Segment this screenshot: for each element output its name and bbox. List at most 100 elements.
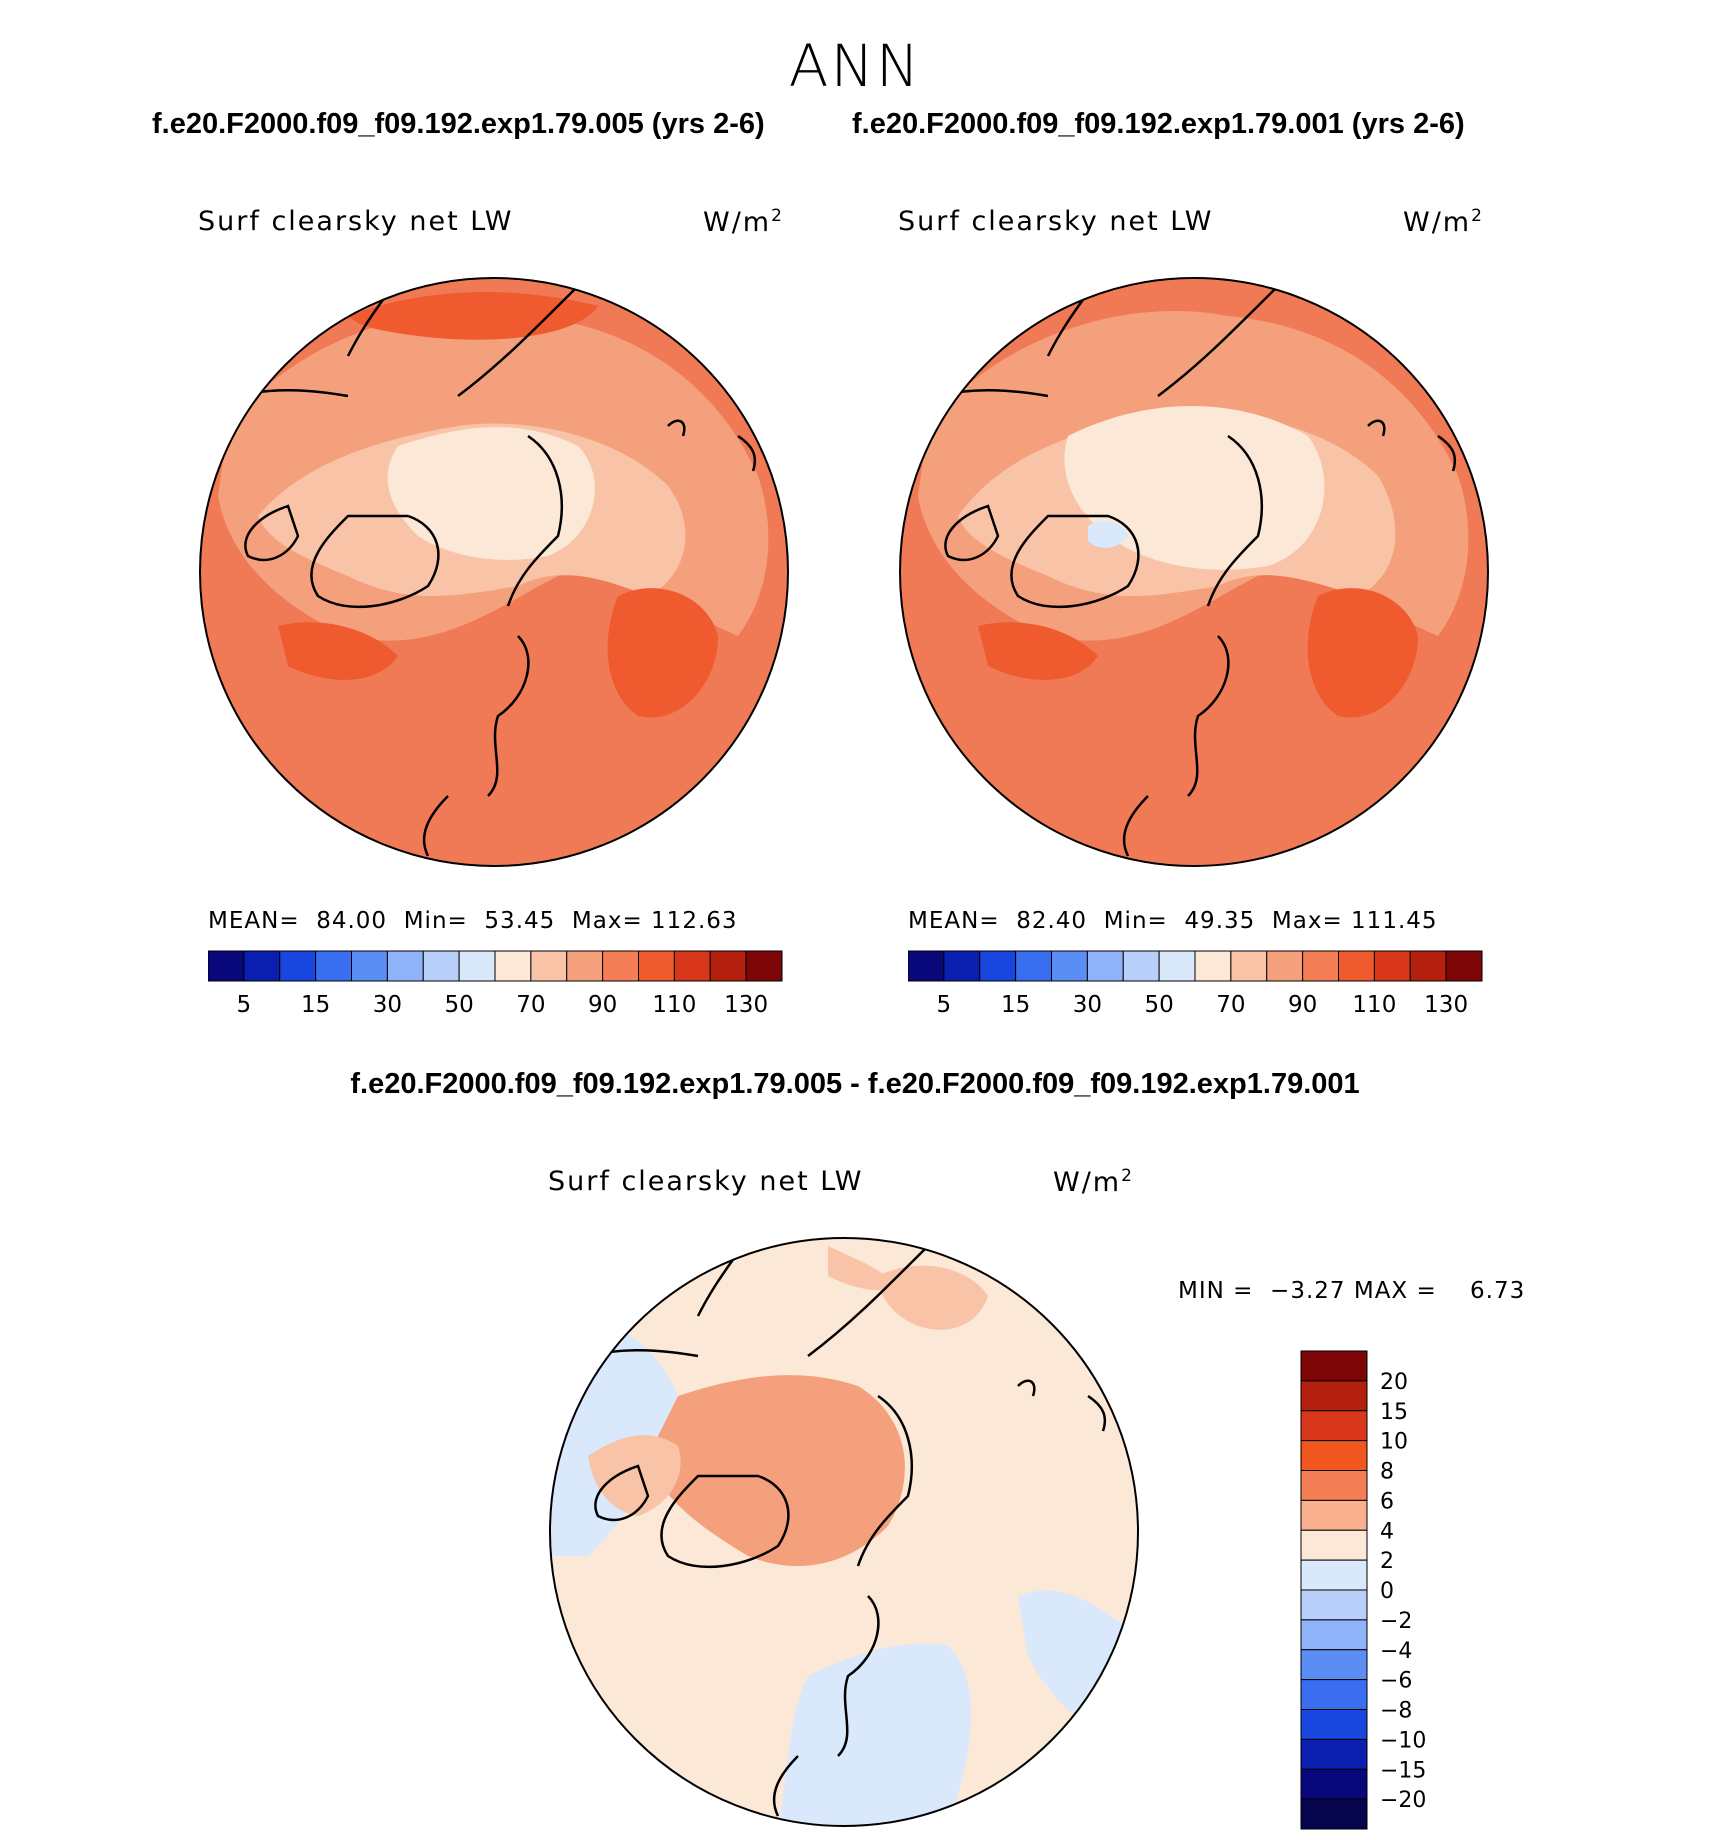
diff-variable: Surf clearsky net LW (548, 1166, 864, 1197)
colorbar-cell (908, 950, 945, 982)
colorbar-tick-label: 70 (516, 992, 545, 1018)
colorbar-cell (1300, 1738, 1368, 1770)
colorbar-cell (1300, 1380, 1368, 1412)
diff-map-border (549, 1237, 1139, 1827)
colorbar-tick-label: 8 (1380, 1460, 1394, 1485)
colorbar-tick-label: 90 (588, 992, 617, 1018)
diff-stats: MIN = −3.27 MAX = 6.73 (1178, 1278, 1526, 1304)
colorbar-cell (1409, 950, 1447, 982)
colorbar-tick-label: 30 (373, 992, 402, 1018)
colorbar-cell (566, 950, 604, 982)
colorbar-tick-label: 130 (1424, 992, 1468, 1018)
colorbar-cell (1266, 950, 1304, 982)
panel1-contour-fill (200, 278, 788, 866)
run-title-left: f.e20.F2000.f09_f09.192.exp1.79.005 (yrs… (152, 108, 765, 140)
colorbar-tick-label: 10 (1380, 1430, 1408, 1455)
colorbar-tick-label: 30 (1073, 992, 1102, 1018)
colorbar-tick-label: −2 (1380, 1609, 1412, 1634)
colorbar-cell (1158, 950, 1196, 982)
colorbar-cell (1086, 950, 1124, 982)
panel1-stats: MEAN= 84.00 Min= 53.45 Max= 112.63 (208, 908, 738, 934)
colorbar-tick-label: −4 (1380, 1639, 1412, 1664)
panel1-map-border (199, 277, 789, 867)
colorbar-cell (943, 950, 981, 982)
colorbar-tick-label: 15 (1380, 1400, 1408, 1425)
colorbar-cell (351, 950, 388, 982)
colorbar-tick-label: 70 (1216, 992, 1245, 1018)
colorbar-cell (1300, 1679, 1368, 1711)
colorbar-cell (494, 950, 532, 982)
colorbar-cell (1300, 1440, 1368, 1472)
colorbar-cell (1015, 950, 1053, 982)
colorbar-cell (1302, 950, 1340, 982)
colorbar-cell (243, 950, 281, 982)
colorbar-cell (1300, 1619, 1368, 1651)
colorbar-cell (1300, 1470, 1368, 1501)
panel2-map-border (899, 277, 1489, 867)
colorbar-tick-label: 5 (237, 992, 252, 1018)
colorbar-cell (1300, 1649, 1368, 1681)
colorbar-cell (279, 950, 317, 982)
colorbar-cell (1300, 1529, 1368, 1561)
panel1-units: W/m2 (703, 206, 784, 238)
colorbar-cell (1300, 1709, 1368, 1740)
colorbar-cell (979, 950, 1017, 982)
colorbar-tick-label: 130 (724, 992, 768, 1018)
colorbar-cell (1338, 950, 1375, 982)
colorbar-cell (1300, 1589, 1368, 1621)
diff-contour-fill (550, 1238, 1138, 1826)
colorbar-tick-label: 90 (1288, 992, 1317, 1018)
colorbar-cell (1300, 1350, 1368, 1382)
diff-polar-map (549, 1237, 1139, 1827)
panel2-coastlines (937, 278, 1457, 857)
colorbar-cell (208, 950, 245, 982)
panel2-variable: Surf clearsky net LW (898, 206, 1214, 237)
colorbar-cell (422, 950, 460, 982)
panel2-contour-fill (900, 278, 1488, 866)
colorbar-tick-label: 6 (1380, 1489, 1394, 1514)
colorbar-cell (1300, 1499, 1368, 1531)
colorbar-tick-label: 20 (1380, 1370, 1408, 1395)
colorbar-cell (1300, 1768, 1368, 1800)
colorbar-cell (1122, 950, 1160, 982)
colorbar-cell (602, 950, 640, 982)
colorbar-cell (673, 950, 711, 982)
panel1-variable: Surf clearsky net LW (198, 206, 514, 237)
colorbar-tick-label: 50 (1144, 992, 1173, 1018)
colorbar-tick-label: 0 (1380, 1579, 1394, 1604)
panel2-polar-map (899, 277, 1489, 867)
colorbar-tick-label: −10 (1380, 1728, 1426, 1753)
colorbar-cell (1300, 1798, 1368, 1830)
diff-units: W/m2 (1053, 1166, 1134, 1198)
colorbar-tick-label: −20 (1380, 1788, 1426, 1813)
colorbar-cell (745, 950, 783, 982)
colorbar-tick-label: 15 (1001, 992, 1030, 1018)
colorbar-cell (530, 950, 568, 982)
panel1-polar-map (199, 277, 789, 867)
panel2-colorbar: 5 15 30 50 70 90 110 130 (908, 950, 1483, 1018)
colorbar-tick-label: 110 (1352, 992, 1396, 1018)
colorbar-cell (638, 950, 675, 982)
colorbar-tick-label: 4 (1380, 1519, 1394, 1544)
panel2-units: W/m2 (1403, 206, 1484, 238)
colorbar-tick-label: 50 (444, 992, 473, 1018)
colorbar-cell (709, 950, 747, 982)
colorbar-cell (1373, 950, 1411, 982)
colorbar-cell (1300, 1559, 1368, 1591)
colorbar-tick-label: −6 (1380, 1669, 1412, 1694)
panel1-colorbar: 5 15 30 50 70 90 110 130 (208, 950, 783, 1018)
colorbar-cell (1300, 1410, 1368, 1442)
colorbar-cell (1194, 950, 1232, 982)
panel2-stats: MEAN= 82.40 Min= 49.35 Max= 111.45 (908, 908, 1438, 934)
colorbar-tick-label: 15 (301, 992, 330, 1018)
run-title-right: f.e20.F2000.f09_f09.192.exp1.79.001 (yrs… (852, 108, 1465, 140)
colorbar-tick-label: 5 (937, 992, 952, 1018)
colorbar-cell (386, 950, 424, 982)
colorbar-tick-label: 110 (652, 992, 696, 1018)
colorbar-cell (1230, 950, 1268, 982)
colorbar-cell (458, 950, 496, 982)
colorbar-cell (1445, 950, 1483, 982)
season-title: ANN (788, 32, 922, 100)
colorbar-tick-label: 2 (1380, 1549, 1394, 1574)
